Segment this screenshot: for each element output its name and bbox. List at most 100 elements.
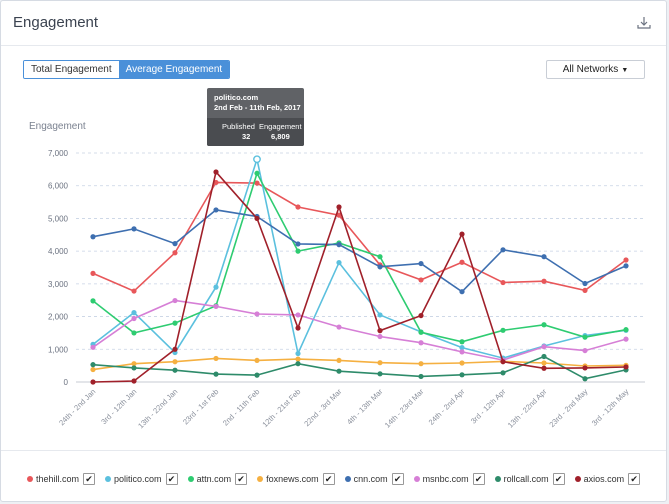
data-point: [418, 312, 424, 319]
data-point: [131, 226, 137, 232]
data-point: [253, 155, 261, 164]
legend-label: msnbc.com: [422, 474, 469, 484]
legend-label: rollcall.com: [503, 474, 549, 484]
data-point: [336, 204, 342, 210]
legend-color-dot: [257, 476, 264, 482]
series-line: [92, 355, 627, 380]
data-point: [459, 339, 465, 345]
data-point: [295, 356, 301, 362]
legend-checkbox[interactable]: ✔: [628, 473, 641, 485]
average-engagement-button[interactable]: Average Engagement: [118, 61, 230, 78]
data-point: [541, 360, 547, 366]
legend-item: thehill.com ✔: [27, 473, 96, 485]
data-point: [459, 349, 465, 355]
data-point: [213, 303, 219, 310]
legend-checkbox[interactable]: ✔: [165, 473, 178, 485]
data-point: [377, 328, 383, 334]
legend-checkbox[interactable]: ✔: [322, 473, 335, 485]
caret-down-icon: ▼: [621, 67, 629, 74]
data-point: [90, 234, 96, 240]
total-engagement-button[interactable]: Total Engagement: [24, 61, 119, 78]
legend-item: rollcall.com ✔: [494, 473, 565, 485]
data-point: [131, 365, 137, 371]
x-tick-label: 13th - 22nd Jan: [136, 387, 179, 430]
series-line: [92, 299, 627, 361]
data-point: [172, 346, 178, 352]
legend-checkbox[interactable]: ✔: [472, 473, 485, 485]
data-point: [418, 361, 424, 367]
legend-color-dot: [105, 476, 112, 482]
legend-item: cnn.com ✔: [344, 473, 404, 485]
data-point: [459, 360, 465, 366]
data-point: [623, 263, 629, 269]
legend-checkbox[interactable]: ✔: [391, 473, 404, 485]
y-tick-label: 3,000: [48, 280, 69, 289]
data-point: [541, 344, 547, 350]
legend-label: axios.com: [583, 474, 625, 484]
data-point: [582, 365, 588, 371]
data-point: [295, 312, 301, 318]
tooltip-stats: Published 32 Engagement 6,809: [207, 118, 304, 146]
data-point: [541, 353, 547, 360]
y-tick-label: 1,000: [48, 345, 69, 354]
data-point: [213, 355, 219, 362]
data-point: [377, 254, 383, 260]
data-point: [213, 371, 219, 377]
x-tick-label: 12th - 21st Feb: [260, 387, 302, 429]
legend-label: cnn.com: [353, 474, 388, 484]
download-icon[interactable]: [636, 15, 652, 31]
legend-color-dot: [344, 476, 351, 482]
data-point: [459, 259, 465, 265]
y-tick-label: 4,000: [48, 247, 69, 256]
data-point: [295, 325, 301, 331]
data-point: [582, 347, 588, 354]
x-tick-label: 24th - 2nd Apr: [427, 387, 467, 427]
networks-dropdown[interactable]: All Networks ▼: [546, 60, 645, 79]
data-point: [213, 207, 219, 213]
data-point: [582, 287, 588, 293]
data-point: [172, 297, 178, 304]
tooltip-date: 2nd Feb - 11th Feb, 2017: [214, 103, 301, 112]
data-point: [254, 372, 260, 378]
tooltip-published-value: 32: [242, 132, 251, 141]
data-point: [541, 322, 547, 328]
data-point: [90, 366, 96, 373]
data-point: [459, 345, 465, 351]
data-point: [623, 327, 629, 333]
legend-checkbox[interactable]: ✔: [83, 473, 96, 485]
data-point: [336, 242, 342, 248]
y-tick-label: 5,000: [48, 214, 69, 223]
x-tick-label: 14th - 23rd Mar: [383, 387, 426, 430]
data-point: [90, 362, 96, 368]
series-line: [92, 209, 627, 293]
data-point: [336, 368, 342, 374]
data-point: [336, 212, 342, 218]
data-point: [295, 241, 301, 247]
data-point: [500, 327, 506, 333]
data-point: [131, 378, 137, 384]
data-point: [131, 315, 137, 322]
x-tick-label: 13th - 22nd Apr: [506, 387, 549, 430]
data-point: [418, 260, 424, 267]
x-tick-label: 3rd - 12th Jan: [99, 387, 138, 426]
data-point: [172, 241, 178, 247]
tooltip-engagement-label: Engagement: [259, 122, 302, 131]
data-point: [213, 169, 219, 175]
data-point: [418, 340, 424, 346]
legend-footer: thehill.com ✔ politico.com ✔ attn.com ✔ foxnew…: [1, 450, 666, 503]
data-point: [500, 279, 506, 286]
data-point: [172, 359, 178, 365]
data-point: [500, 247, 506, 253]
legend-color-dot: [27, 476, 33, 482]
data-point: [459, 372, 465, 378]
data-point: [213, 284, 219, 290]
legend-checkbox[interactable]: ✔: [552, 473, 565, 485]
legend-checkbox[interactable]: ✔: [235, 473, 248, 485]
data-point: [295, 204, 301, 210]
data-point: [541, 365, 547, 371]
data-point: [500, 370, 506, 376]
data-point: [295, 248, 301, 254]
data-point: [418, 373, 424, 380]
legend-color-dot: [187, 476, 194, 482]
